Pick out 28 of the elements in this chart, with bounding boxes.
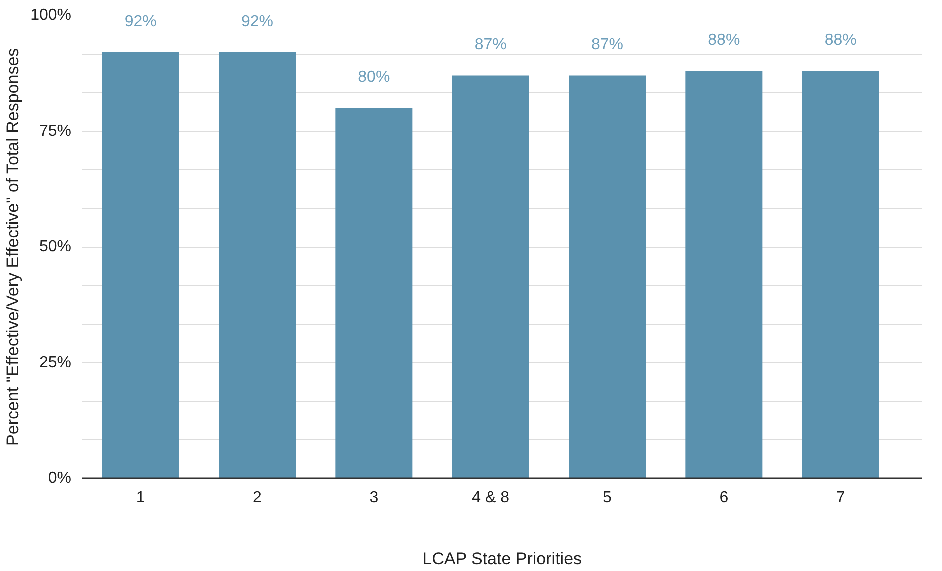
data-label: 80% <box>358 69 390 86</box>
y-tick-label: 75% <box>39 122 72 140</box>
bar <box>452 76 530 478</box>
x-tick-label: 3 <box>370 490 379 506</box>
y-tick-label: 25% <box>39 354 72 372</box>
x-axis-title: LCAP State Priorities <box>422 550 582 568</box>
x-tick-label: 2 <box>253 490 262 506</box>
x-tick-label: 6 <box>720 490 729 506</box>
data-label: 92% <box>241 14 274 31</box>
y-tick-label: 0% <box>48 470 72 487</box>
x-tick-label: 4 & 8 <box>472 490 510 506</box>
data-label: 88% <box>708 32 740 50</box>
y-tick-label: 50% <box>39 238 72 256</box>
data-label: 87% <box>591 36 624 54</box>
data-label: 88% <box>824 32 857 50</box>
bar <box>219 52 296 478</box>
y-tick-label: 100% <box>30 7 72 24</box>
bar <box>569 76 646 478</box>
y-axis-title: Percent "Effective/Very Effective" of Total Responses <box>4 48 23 446</box>
bar <box>336 108 413 478</box>
data-label: 87% <box>474 36 507 54</box>
bar <box>102 52 180 478</box>
data-label: 92% <box>124 14 157 31</box>
x-tick-label: 5 <box>603 490 612 506</box>
bar <box>686 71 763 478</box>
x-tick-label: 7 <box>836 490 846 506</box>
x-tick-label: 1 <box>136 490 146 506</box>
bar <box>802 71 880 478</box>
